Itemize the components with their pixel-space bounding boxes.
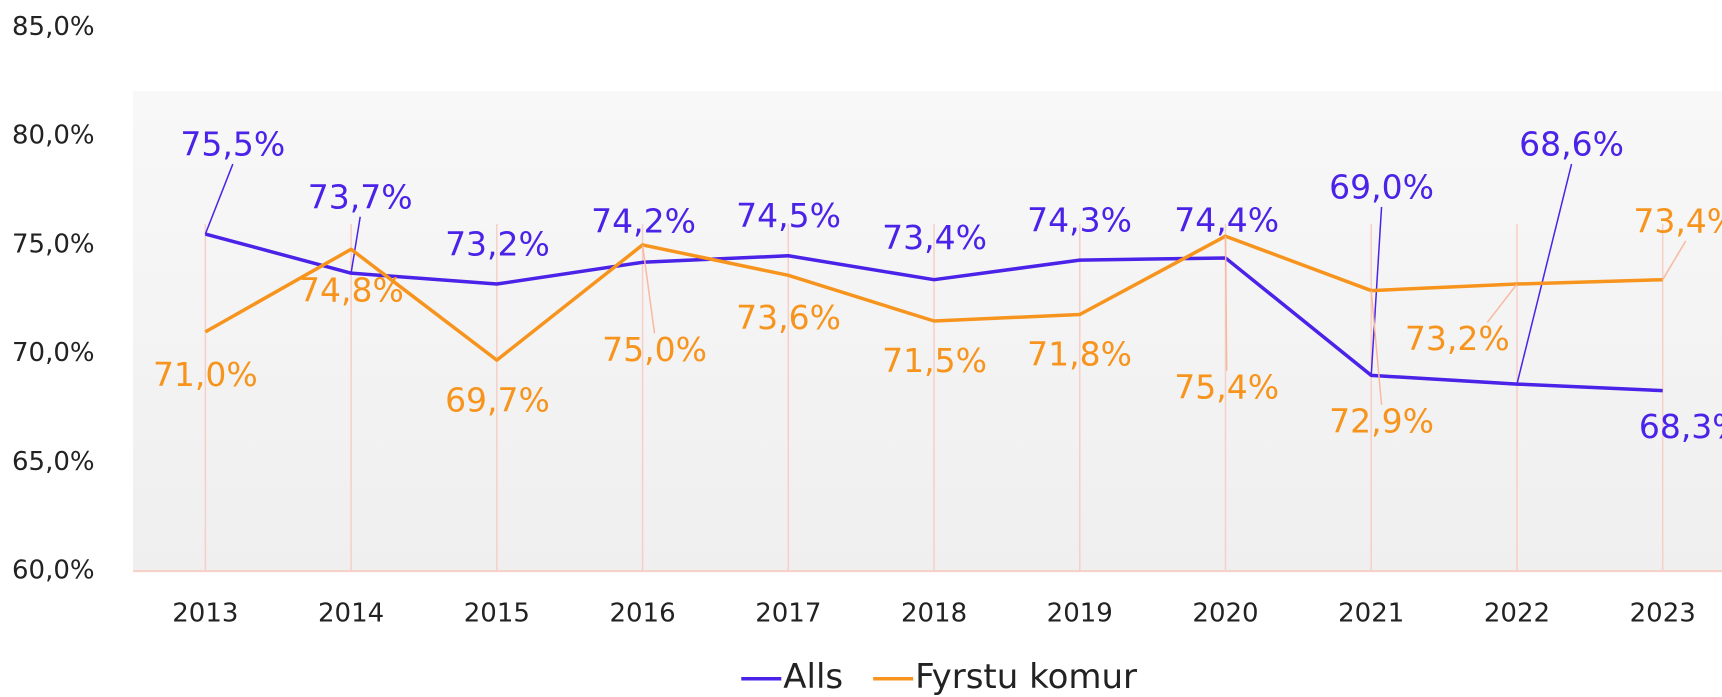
x-tick-label: 2014 — [318, 598, 384, 628]
x-tick-label: 2021 — [1338, 598, 1404, 628]
y-tick-label: 85,0% — [12, 12, 95, 42]
leader-line — [1486, 283, 1518, 323]
x-tick-label: 2015 — [464, 598, 530, 628]
x-tick-label: 2022 — [1484, 598, 1550, 628]
x-tick-label: 2023 — [1630, 598, 1696, 628]
leader-line — [641, 244, 656, 334]
data-label: 71,5% — [882, 341, 987, 380]
data-label: 74,2% — [591, 201, 696, 240]
data-label: 75,0% — [602, 330, 707, 369]
x-tick-label: 2017 — [755, 598, 821, 628]
y-tick-label: 65,0% — [12, 447, 95, 477]
data-label: 68,3% — [1639, 407, 1722, 446]
x-tick-label: 2013 — [172, 598, 238, 628]
data-label: 73,4% — [882, 218, 987, 257]
leader-line — [350, 216, 361, 274]
x-tick-label: 2020 — [1192, 598, 1258, 628]
data-label: 71,8% — [1027, 334, 1132, 373]
legend-label: Alls — [783, 657, 843, 697]
data-label: 73,7% — [308, 177, 413, 216]
x-tick-label: 2018 — [901, 598, 967, 628]
y-tick-label: 80,0% — [12, 121, 95, 151]
leader-line — [1516, 163, 1573, 385]
series-line — [204, 232, 1663, 393]
data-label: 74,8% — [299, 271, 404, 310]
data-label: 73,6% — [736, 298, 841, 337]
data-label: 72,9% — [1329, 401, 1434, 440]
data-label: 69,7% — [445, 380, 550, 419]
data-label: 75,5% — [180, 125, 285, 164]
data-label: 73,2% — [1405, 319, 1510, 358]
plot-background — [133, 91, 1722, 571]
data-label: 73,4% — [1633, 201, 1722, 240]
data-label: 74,5% — [736, 196, 841, 235]
leader-line — [204, 163, 234, 235]
data-label: 69,0% — [1329, 167, 1434, 206]
legend-label: Fyrstu komur — [915, 657, 1137, 697]
x-tick-label: 2016 — [609, 598, 675, 628]
data-label: 71,0% — [153, 355, 258, 394]
leader-line — [1224, 236, 1228, 371]
x-tick-label: 2019 — [1047, 598, 1113, 628]
y-tick-label: 60,0% — [12, 556, 95, 586]
y-tick-label: 70,0% — [12, 338, 95, 368]
series-line — [204, 234, 1663, 362]
data-label: 68,6% — [1519, 125, 1624, 164]
leader-line — [1370, 290, 1383, 405]
y-tick-label: 75,0% — [12, 229, 95, 259]
data-label: 74,4% — [1174, 200, 1279, 239]
data-label: 73,2% — [445, 225, 550, 264]
data-label: 75,4% — [1174, 367, 1279, 406]
data-label: 74,3% — [1027, 200, 1132, 239]
leader-line — [1662, 240, 1687, 281]
